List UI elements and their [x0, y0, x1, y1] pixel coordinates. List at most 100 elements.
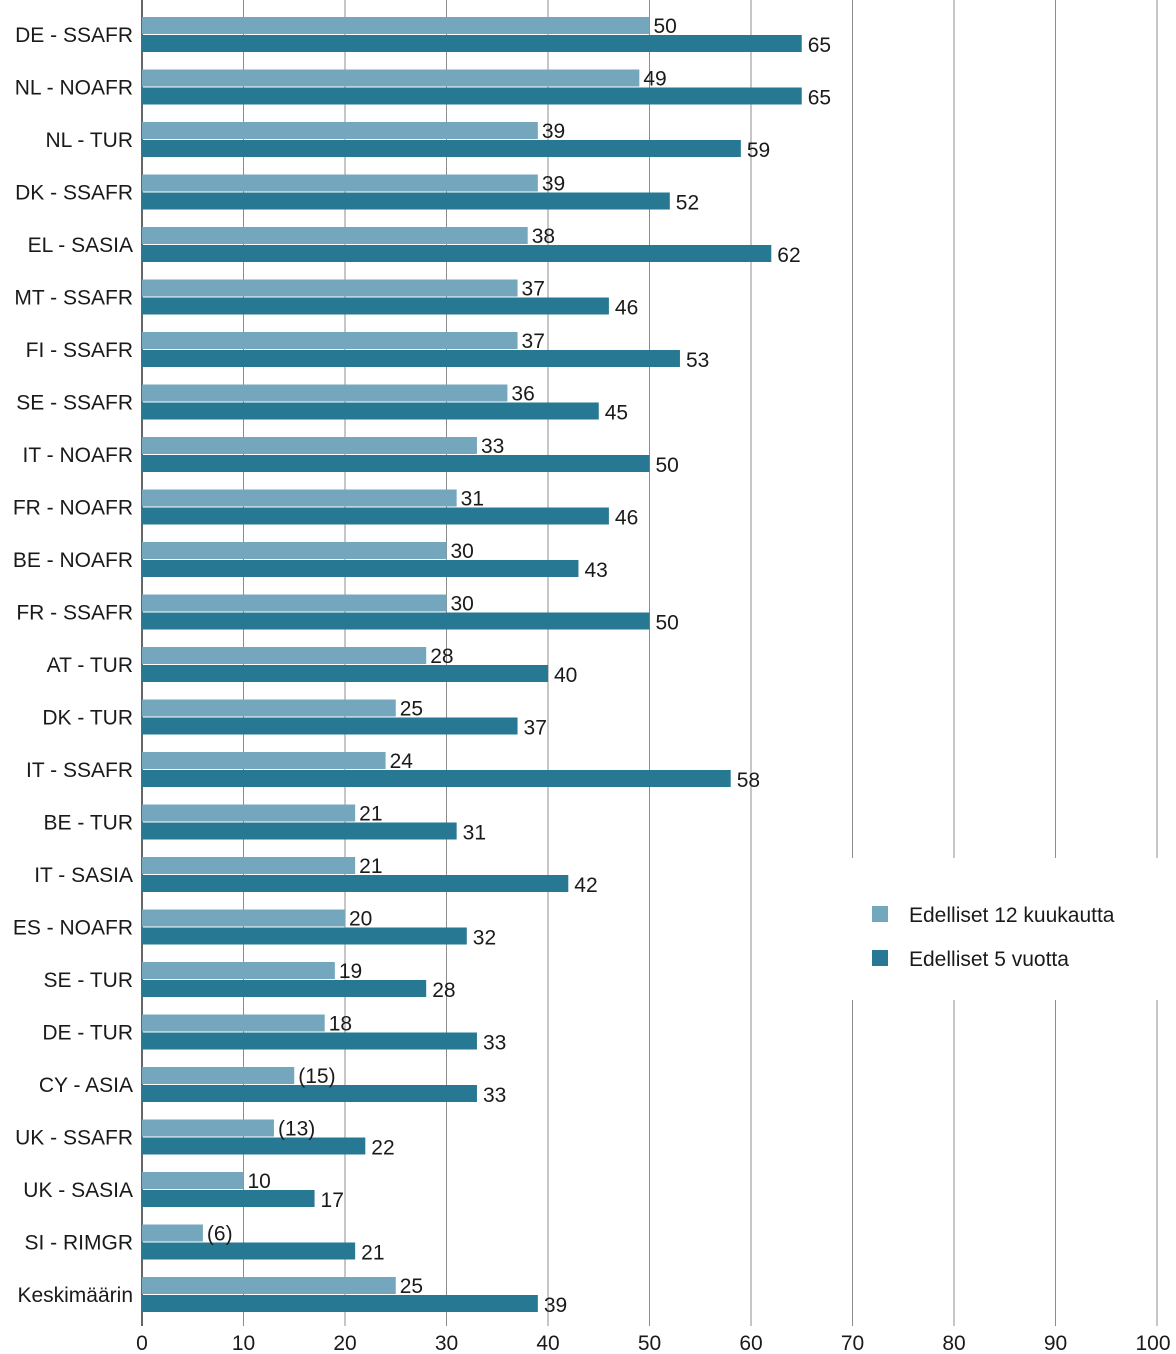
bar-5-years — [142, 717, 518, 735]
legend: Edelliset 12 kuukautta Edelliset 5 vuotta — [872, 904, 1115, 971]
data-label-12-months: 21 — [359, 803, 382, 826]
category-label: AT - TUR — [47, 654, 133, 677]
data-label-5-years: 42 — [574, 874, 597, 897]
x-axis-ticks: 0 10 20 30 40 50 60 70 80 90 100 — [136, 1332, 1170, 1354]
bar-5-years — [142, 665, 548, 682]
bar-12-months — [142, 1277, 396, 1294]
x-tick-label: 10 — [232, 1332, 255, 1354]
bar-12-months — [142, 857, 356, 874]
gridlines — [141, 0, 1158, 1326]
data-label-12-months: 30 — [451, 540, 474, 563]
data-label-12-months: 39 — [542, 173, 565, 196]
bar-12-months — [142, 1172, 244, 1189]
data-label-12-months: (13) — [278, 1118, 315, 1141]
category-label: UK - SSAFR — [15, 1127, 133, 1150]
bar-5-years — [142, 140, 741, 157]
category-label: DE - SSAFR — [15, 24, 133, 47]
data-label-12-months: 30 — [451, 593, 474, 616]
data-label-12-months: 20 — [349, 908, 372, 931]
bar-5-years — [142, 1242, 356, 1260]
category-label: FI - SSAFR — [26, 339, 133, 362]
data-label-5-years: 21 — [361, 1242, 384, 1265]
bar-5-years — [142, 507, 609, 525]
category-label: BE - TUR — [44, 812, 133, 835]
category-label: NL - NOAFR — [15, 77, 133, 100]
data-label-5-years: 46 — [615, 297, 638, 320]
data-label-5-years: 39 — [544, 1294, 567, 1317]
data-label-5-years: 65 — [808, 34, 831, 57]
bar-5-years — [142, 455, 650, 472]
data-label-5-years: 59 — [747, 139, 770, 162]
data-label-5-years: 50 — [656, 612, 679, 635]
category-label: NL - TUR — [45, 129, 133, 152]
bar-12-months — [142, 279, 518, 297]
category-label: DE - TUR — [42, 1022, 133, 1045]
bar-12-months — [142, 332, 518, 349]
category-label: ES - NOAFR — [13, 917, 133, 940]
bar-12-months — [142, 174, 538, 192]
data-label-12-months: (6) — [207, 1223, 233, 1246]
x-tick-label: 50 — [638, 1332, 661, 1354]
data-label-5-years: 40 — [554, 664, 577, 687]
data-label-5-years: 33 — [483, 1032, 506, 1055]
bar-5-years — [142, 245, 772, 262]
x-tick-label: 90 — [1044, 1332, 1067, 1354]
bar-12-months — [142, 1119, 274, 1137]
legend-label: Edelliset 5 vuotta — [909, 948, 1069, 971]
data-label-12-months: 21 — [359, 855, 382, 878]
data-label-5-years: 33 — [483, 1084, 506, 1107]
bar-12-months — [142, 594, 447, 612]
bar-5-years — [142, 770, 731, 787]
bar-5-years — [142, 1137, 366, 1155]
bar-12-months — [142, 489, 457, 507]
bar-5-years — [142, 560, 579, 577]
bar-12-months — [142, 647, 427, 664]
category-label: EL - SASIA — [28, 234, 133, 257]
bar-12-months — [142, 17, 650, 34]
category-label: Keskimäärin — [17, 1284, 133, 1307]
x-tick-label: 0 — [136, 1332, 148, 1354]
bar-5-years — [142, 350, 680, 367]
bar-5-years — [142, 87, 802, 105]
bar-5-years — [142, 1085, 477, 1102]
bar-5-years — [142, 980, 427, 997]
bar-5-years — [142, 192, 670, 210]
data-label-5-years: 45 — [605, 402, 628, 425]
data-label-5-years: 53 — [686, 349, 709, 372]
data-label-5-years: 32 — [473, 927, 496, 950]
legend-label: Edelliset 12 kuukautta — [909, 904, 1115, 927]
data-label-12-months: 33 — [481, 435, 504, 458]
data-label-5-years: 46 — [615, 507, 638, 530]
data-labels: 50 65 49 65 39 59 39 52 38 62 37 46 37 53 36 45 33 50 31 46… — [207, 15, 831, 1317]
data-label-12-months: 19 — [339, 960, 362, 983]
category-label: IT - NOAFR — [23, 444, 133, 467]
category-label: FR - SSAFR — [16, 602, 133, 625]
bar-5-years — [142, 612, 650, 630]
x-tick-label: 60 — [739, 1332, 762, 1354]
bar-5-years — [142, 402, 599, 420]
data-label-12-months: 10 — [248, 1170, 271, 1193]
category-label: IT - SSAFR — [26, 759, 133, 782]
x-tick-label: 80 — [942, 1332, 965, 1354]
category-label: CY - ASIA — [39, 1074, 133, 1097]
bar-5-years — [142, 927, 467, 945]
bar-5-years — [142, 1295, 538, 1312]
data-label-12-months: 36 — [511, 383, 534, 406]
bar-5-years — [142, 35, 802, 52]
bar-12-months — [142, 384, 508, 402]
category-label: BE - NOAFR — [13, 549, 133, 572]
bar-12-months — [142, 752, 386, 769]
data-label-12-months: 39 — [542, 120, 565, 143]
data-label-5-years: 50 — [656, 454, 679, 477]
data-label-12-months: 18 — [329, 1013, 352, 1036]
data-label-5-years: 58 — [737, 769, 760, 792]
x-tick-label: 100 — [1135, 1332, 1170, 1354]
data-label-12-months: 49 — [643, 68, 666, 91]
data-label-5-years: 22 — [371, 1137, 394, 1160]
category-label: IT - SASIA — [34, 864, 133, 887]
bar-5-years — [142, 822, 457, 840]
data-label-5-years: 52 — [676, 192, 699, 215]
x-tick-label: 30 — [435, 1332, 458, 1354]
category-label: SE - TUR — [44, 969, 133, 992]
bar-12-months — [142, 699, 396, 717]
